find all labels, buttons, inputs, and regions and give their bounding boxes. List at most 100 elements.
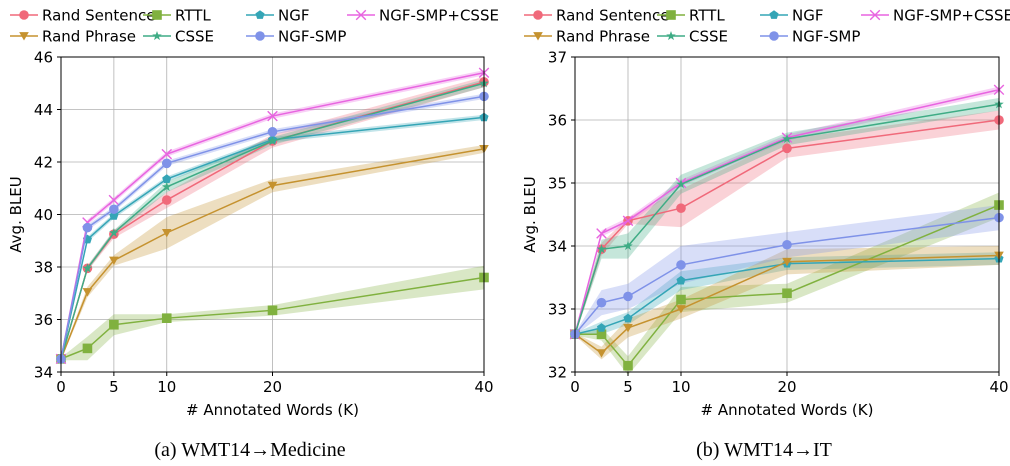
y-tick-label: 36 xyxy=(34,311,53,329)
legend-entry-ngf: NGF xyxy=(246,7,309,25)
legend-label: Rand Phrase xyxy=(556,28,650,46)
data-point-csse xyxy=(596,244,607,254)
data-point-ngf-smp xyxy=(109,204,119,215)
data-point-ngf-smp-csse xyxy=(596,228,607,239)
legend-entry-rttl: RTTL xyxy=(143,7,211,25)
legend-label: CSSE xyxy=(175,28,214,46)
data-point-ngf-smp-csse xyxy=(161,148,173,160)
legend-label: NGF xyxy=(278,7,309,25)
legend-label: NGF-SMP+CSSE xyxy=(893,7,1010,25)
legend: Rand Sentence RTTL NGF NGF-SMP+CSSE Rand Phr… xyxy=(524,7,1010,46)
x-tick-label: 40 xyxy=(989,378,1008,396)
data-point-csse xyxy=(623,240,633,251)
legend-label: CSSE xyxy=(689,28,728,46)
data-point-rand-phrase xyxy=(109,256,119,265)
y-tick-label: 40 xyxy=(34,206,53,224)
legend-marker xyxy=(533,32,543,41)
data-point-rand-phrase xyxy=(161,229,172,238)
data-point-rttl xyxy=(161,313,172,323)
legend-entry-rand-phrase: Rand Phrase xyxy=(524,28,650,46)
x-tick-label: 20 xyxy=(777,378,796,396)
data-point-rand-sentence xyxy=(161,195,172,205)
series-ngf-smp xyxy=(570,212,1004,340)
band-csse xyxy=(575,97,999,336)
legend-label: NGF-SMP xyxy=(792,28,860,46)
data-point-ngf-smp xyxy=(161,158,172,169)
y-tick-label: 38 xyxy=(34,259,53,277)
data-point-csse xyxy=(161,181,172,192)
data-point-rttl xyxy=(267,305,278,316)
data-point-rttl xyxy=(623,360,633,371)
chart-caption: (b) WMT14→IT xyxy=(696,439,832,461)
y-tick-label: 46 xyxy=(34,49,53,67)
data-point-rand-phrase xyxy=(596,349,607,358)
legend-marker xyxy=(19,32,29,41)
y-tick-label: 35 xyxy=(548,175,567,193)
legend-marker xyxy=(152,10,162,20)
y-axis-label: Avg. BLEU xyxy=(521,176,539,252)
data-point-rttl xyxy=(676,294,686,305)
y-tick-label: 34 xyxy=(34,364,53,382)
legend-entry-rand-sentence: Rand Sentence xyxy=(524,7,669,25)
series-line-rand-phrase xyxy=(574,254,1000,355)
data-point-ngf-smp-csse xyxy=(622,215,634,227)
series-line-rand-phrase xyxy=(60,148,485,360)
legend-entry-ngf-smp: NGF-SMP xyxy=(246,28,346,46)
legend-entry-csse: CSSE xyxy=(657,28,728,46)
series-line-ngf-smp-csse xyxy=(60,72,485,360)
data-point-ngf xyxy=(676,275,686,285)
chart-medicine: 34 36 38 40 42 44 46 0 5 10 20 40 # Annotated Words … xyxy=(7,7,499,462)
band-ngf xyxy=(575,252,999,336)
x-tick-label: 10 xyxy=(671,378,690,396)
data-point-ngf-smp-csse xyxy=(108,194,120,206)
x-axis-label: # Annotated Words (K) xyxy=(186,401,359,419)
series-line-ngf xyxy=(60,116,485,360)
data-point-ngf-smp xyxy=(782,239,792,250)
legend: Rand Sentence RTTL NGF NGF-SMP+CSSE Rand Phr… xyxy=(10,7,499,46)
y-axis-label: Avg. BLEU xyxy=(7,176,25,252)
data-point-rand-sentence xyxy=(676,203,686,213)
series-line-ngf xyxy=(574,257,1000,335)
data-point-csse xyxy=(109,227,119,237)
band-ngf-smp xyxy=(575,205,999,336)
data-point-ngf-smp xyxy=(623,291,633,302)
data-point-rand-phrase xyxy=(267,181,278,191)
series-line-csse xyxy=(60,82,485,360)
series-line-ngf-smp-csse xyxy=(574,89,1000,335)
data-point-csse xyxy=(82,263,93,273)
y-tick-label: 34 xyxy=(548,238,567,256)
legend-entry-ngf: NGF xyxy=(760,7,823,25)
legend-entry-rttl: RTTL xyxy=(657,7,725,25)
x-axis-label: # Annotated Words (K) xyxy=(701,401,874,419)
data-point-csse xyxy=(782,133,792,143)
data-point-rand-phrase xyxy=(782,257,792,267)
legend-label: NGF-SMP xyxy=(278,28,346,46)
data-point-csse xyxy=(676,179,686,189)
legend-marker xyxy=(19,10,29,20)
x-tick-label: 5 xyxy=(109,378,119,396)
legend-marker xyxy=(255,10,265,19)
y-tick-label: 32 xyxy=(548,364,567,382)
legend-label: NGF xyxy=(792,7,823,25)
data-point-rttl xyxy=(82,343,93,354)
series-line-csse xyxy=(574,103,1000,335)
band-rttl xyxy=(575,192,999,376)
data-point-rttl xyxy=(596,329,607,339)
data-point-ngf-smp-csse xyxy=(267,110,278,122)
legend-marker xyxy=(255,31,265,41)
data-point-ngf-smp xyxy=(82,222,93,233)
data-point-ngf-smp xyxy=(596,297,607,308)
legend-entry-csse: CSSE xyxy=(143,28,214,46)
legend-entry-rand-phrase: Rand Phrase xyxy=(10,28,136,46)
legend-label: Rand Sentence xyxy=(42,7,155,25)
y-tick-label: 44 xyxy=(34,101,53,119)
data-point-rand-phrase xyxy=(623,324,633,333)
legend-marker xyxy=(769,10,779,19)
band-rand-sentence xyxy=(61,76,484,361)
data-point-ngf xyxy=(596,323,607,332)
x-tick-label: 10 xyxy=(157,378,176,396)
y-tick-label: 36 xyxy=(548,112,567,130)
y-tick-label: 42 xyxy=(34,154,53,172)
x-tick-label: 0 xyxy=(56,378,66,396)
data-point-ngf xyxy=(162,174,172,183)
